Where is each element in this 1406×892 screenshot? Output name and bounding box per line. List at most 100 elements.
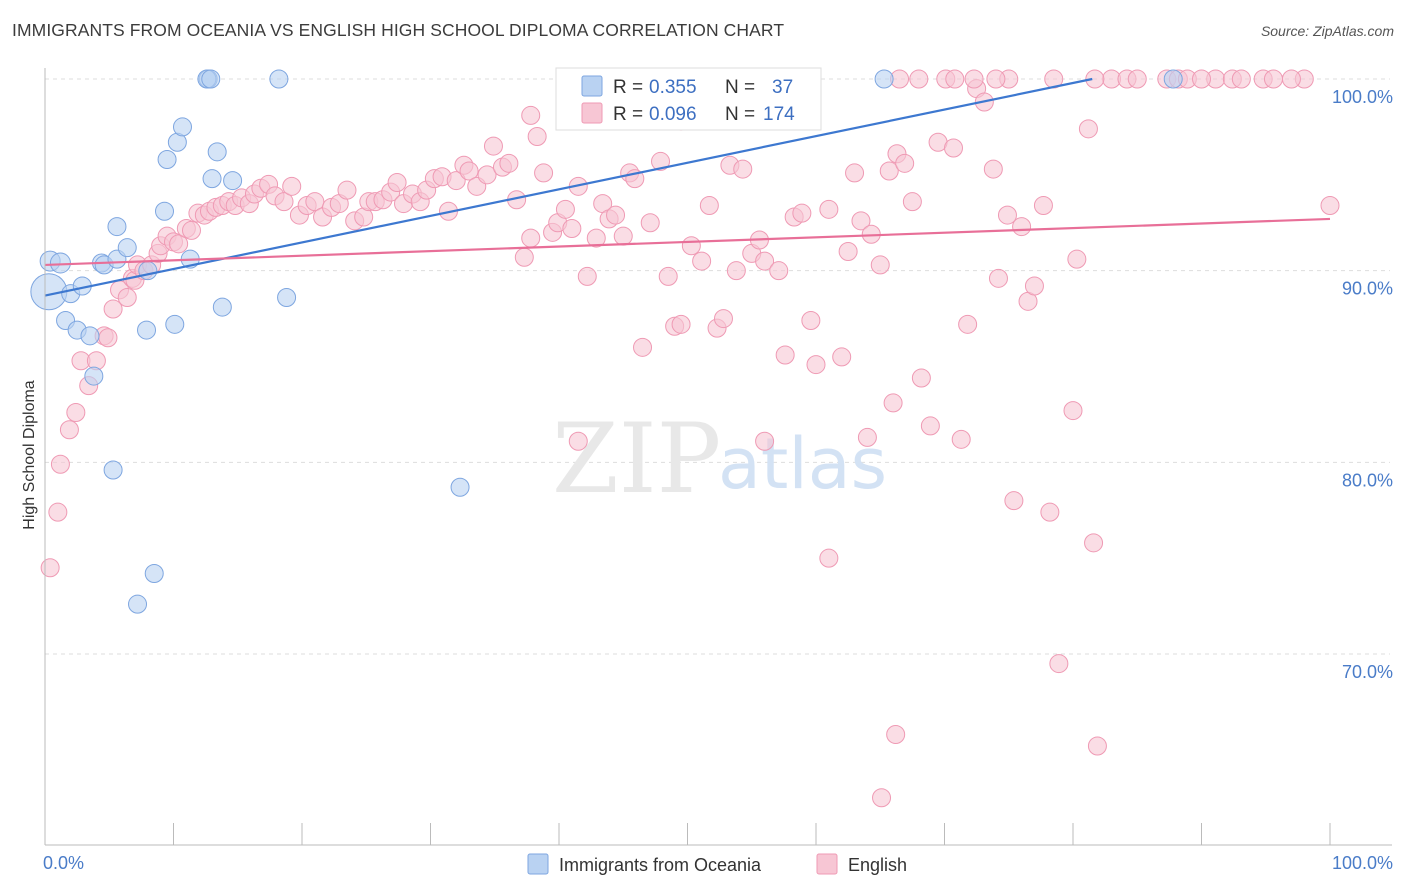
english-points [40, 69, 1340, 808]
stats-r-value-english: 0.096 [649, 104, 697, 125]
english-point [986, 69, 1006, 89]
english-point [534, 163, 554, 183]
english-point [902, 192, 922, 212]
english-point [1085, 69, 1105, 89]
english-point [606, 205, 626, 225]
x-tick-label-min: 0.0% [43, 853, 84, 873]
english-point [1087, 736, 1107, 756]
oceania-point [223, 171, 243, 191]
legend-swatch-oceania [527, 853, 549, 875]
stats-swatch-english [581, 102, 603, 124]
english-point [879, 161, 899, 181]
english-point [1040, 502, 1060, 522]
legend-label-oceania: Immigrants from Oceania [559, 855, 762, 875]
english-point [983, 159, 1003, 179]
axes: 70.0% 80.0% 90.0% 100.0% 0.0% 100.0% [43, 68, 1393, 873]
english-point [769, 261, 789, 281]
source-credit: Source: ZipAtlas.com [1260, 23, 1394, 39]
english-point [857, 427, 877, 447]
english-point [568, 431, 588, 451]
english-point [792, 203, 812, 223]
english-point [40, 558, 60, 578]
stats-n-value-english: 174 [763, 104, 795, 125]
stats-n-value-oceania: 37 [772, 77, 793, 98]
series-legend: Immigrants from Oceania English [527, 853, 907, 875]
english-point [964, 69, 984, 89]
english-point [671, 314, 691, 334]
english-point [103, 299, 123, 319]
english-point [851, 211, 871, 231]
legend-swatch-english [816, 853, 838, 875]
stats-r-label-english: R = [613, 104, 643, 125]
chart-title: IMMIGRANTS FROM OCEANIA VS ENGLISH HIGH … [12, 20, 785, 40]
english-point [909, 69, 929, 89]
stats-n-label-english: N = [725, 104, 755, 125]
english-point [1263, 69, 1283, 89]
english-point [387, 173, 407, 192]
english-point [1231, 69, 1251, 89]
oceania-point [107, 217, 127, 237]
trend-lines [44, 77, 1331, 297]
english-point [1063, 401, 1083, 421]
english-point [726, 261, 746, 281]
english-point [681, 236, 701, 256]
stats-swatch-oceania [581, 75, 603, 97]
oceania-point [874, 69, 894, 89]
oceania-point [49, 252, 71, 274]
english-point [527, 127, 547, 146]
english-point [1192, 69, 1211, 89]
english-point [755, 251, 775, 271]
english-point [66, 403, 86, 422]
english-point [1281, 69, 1301, 89]
english-point [838, 242, 858, 261]
english-point [1049, 654, 1069, 674]
legend-label-english: English [848, 855, 907, 875]
oceania-point [117, 238, 137, 258]
english-point [1067, 249, 1087, 269]
x-tick-label-max: 100.0% [1332, 853, 1393, 873]
english-point [1320, 196, 1340, 215]
english-point [50, 454, 70, 474]
english-point [775, 345, 795, 365]
english-point [911, 368, 931, 388]
english-point [282, 176, 302, 196]
oceania-point [103, 460, 123, 480]
english-point [274, 192, 294, 212]
oceania-point [201, 69, 221, 89]
english-point [872, 788, 892, 808]
english-point [555, 199, 575, 219]
oceania-points [30, 69, 1183, 614]
english-point [181, 220, 201, 240]
oceania-point [157, 150, 177, 169]
english-point [1024, 276, 1044, 296]
oceania-point [1163, 69, 1183, 89]
english-point [117, 288, 137, 307]
english-point [895, 153, 915, 173]
y-tick-label: 100.0% [1332, 87, 1393, 107]
english-point [337, 180, 357, 200]
english-point [48, 502, 68, 522]
english-point [819, 548, 839, 568]
english-point [845, 163, 865, 183]
english-point [943, 138, 963, 158]
english-point [920, 416, 940, 436]
english-trend-line [44, 217, 1331, 267]
oceania-point [138, 261, 158, 281]
english-point [562, 219, 582, 238]
oceania-point [212, 297, 232, 317]
y-tick-label: 70.0% [1342, 662, 1393, 682]
english-point [951, 429, 971, 449]
oceania-point [165, 314, 185, 334]
oceania-point [207, 142, 227, 162]
english-point [883, 393, 903, 413]
english-point [446, 171, 466, 191]
english-point [459, 161, 479, 181]
english-point [1078, 119, 1098, 139]
stats-legend: R = 0.355 N = 37 R = 0.096 N = 174 [555, 67, 822, 131]
english-point [755, 431, 775, 451]
oceania-point [269, 69, 289, 89]
english-point [658, 266, 678, 286]
english-point [483, 136, 503, 156]
english-point [59, 420, 79, 440]
oceania-point [144, 564, 164, 583]
